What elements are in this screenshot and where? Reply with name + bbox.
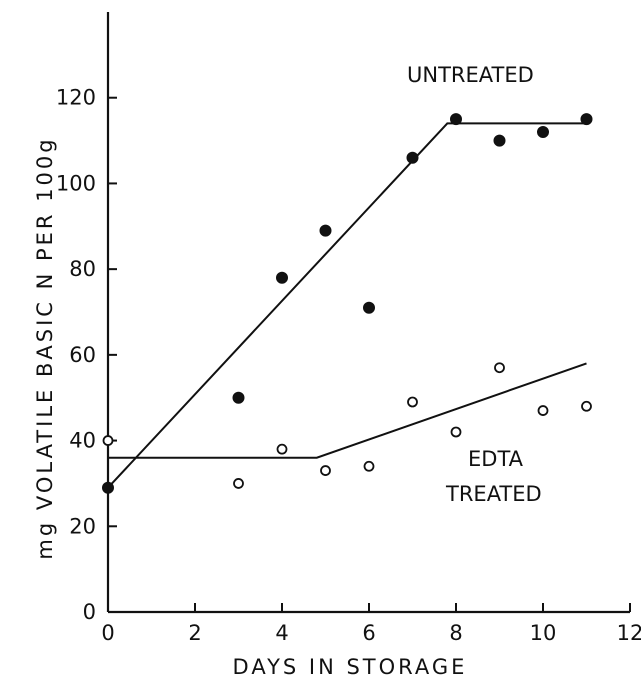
x-tick-label: 0 — [101, 621, 114, 645]
data-point-untreated — [406, 151, 419, 164]
trend-line-untreated — [107, 122, 587, 489]
data-points — [102, 113, 593, 494]
x-tick-label: 10 — [530, 621, 557, 645]
data-point-edta-treated — [581, 400, 592, 412]
annotation-untreated: UNTREATED — [407, 63, 534, 87]
y-tick-label: 0 — [83, 600, 96, 624]
y-tick-label: 120 — [56, 86, 96, 110]
y-tick-label: 20 — [69, 514, 96, 538]
data-point-edta-treated — [320, 465, 331, 476]
data-point-untreated — [537, 126, 549, 138]
data-point-untreated — [580, 113, 593, 126]
data-point-untreated — [450, 113, 462, 126]
data-point-edta-treated — [276, 443, 288, 455]
data-point-untreated — [363, 301, 375, 314]
data-point-untreated — [493, 134, 506, 147]
data-point-edta-treated — [537, 405, 549, 416]
data-point-untreated — [232, 391, 245, 404]
y-tick-label: 80 — [69, 257, 96, 281]
x-tick-label: 12 — [617, 621, 641, 645]
data-point-untreated — [276, 271, 288, 284]
y-tick-label: 60 — [69, 343, 96, 367]
annotation-edta: EDTA — [468, 447, 524, 471]
x-tick-label: 8 — [449, 621, 462, 645]
data-point-edta-treated — [233, 478, 244, 489]
x-tick-label: 6 — [362, 621, 375, 645]
data-point-edta-treated — [363, 460, 375, 472]
data-point-untreated — [102, 481, 114, 494]
y-axis-label: mg VOLATILE BASIC N PER 100g — [33, 136, 57, 559]
y-tick-label: 40 — [69, 429, 96, 453]
data-point-edta-treated — [102, 435, 114, 446]
x-axis-label: DAYS IN STORAGE — [233, 655, 468, 679]
trend-lines — [107, 122, 587, 489]
ticks — [107, 96, 631, 613]
x-tick-label: 4 — [275, 621, 288, 645]
trend-line-edta-treated — [108, 362, 587, 459]
data-point-edta-treated — [407, 396, 418, 408]
annotation-treated: TREATED — [445, 482, 542, 506]
data-point-edta-treated — [494, 362, 505, 374]
x-tick-label: 2 — [188, 621, 201, 645]
y-tick-label: 100 — [56, 171, 96, 195]
data-point-untreated — [319, 224, 332, 237]
data-point-edta-treated — [450, 426, 462, 438]
